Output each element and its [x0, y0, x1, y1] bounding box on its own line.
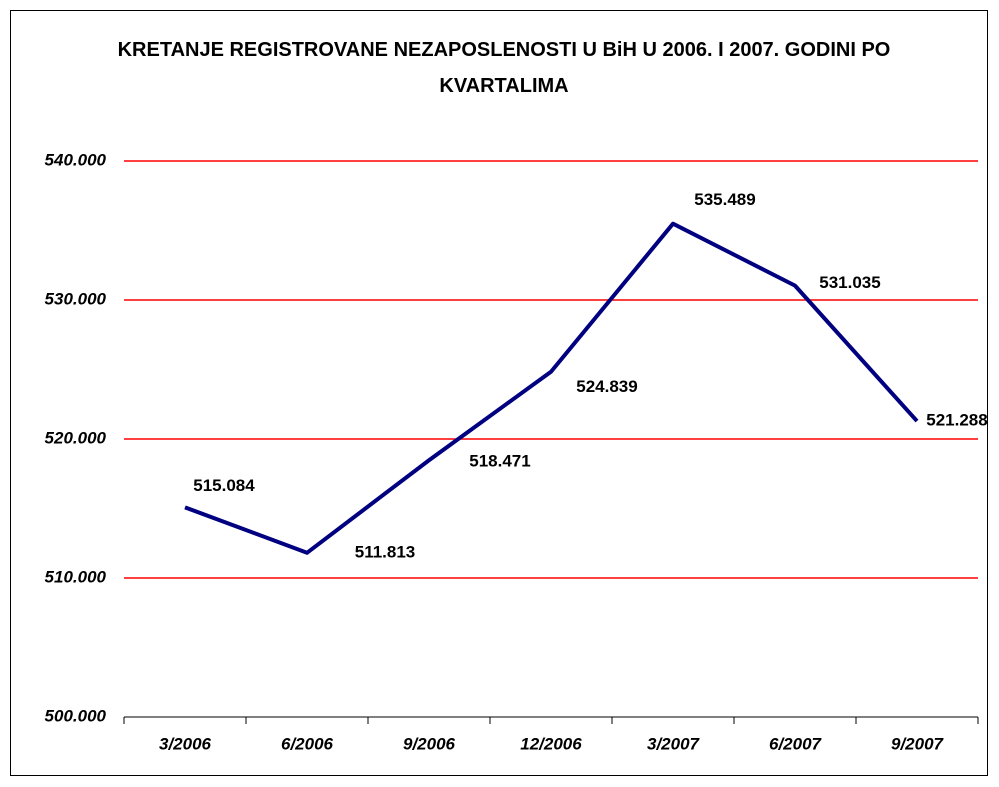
- data-label: 515.084: [193, 476, 255, 495]
- y-tick-label: 530.000: [45, 289, 107, 308]
- x-tick-label: 6/2007: [769, 734, 823, 753]
- data-label: 531.035: [819, 273, 880, 292]
- data-label: 535.489: [694, 190, 755, 209]
- y-tick-label: 520.000: [45, 428, 107, 447]
- data-label: 518.471: [469, 452, 530, 471]
- y-tick-label: 500.000: [45, 706, 107, 725]
- x-tick-label: 3/2007: [647, 734, 701, 753]
- x-tick-label: 9/2007: [891, 734, 945, 753]
- chart-title: KRETANJE REGISTROVANE NEZAPOSLENOSTI U B…: [117, 39, 891, 97]
- x-tick-label: 6/2006: [281, 734, 334, 753]
- data-label: 524.839: [576, 377, 637, 396]
- y-tick-label: 540.000: [45, 150, 107, 169]
- data-label: 521.288: [926, 411, 987, 430]
- data-line: [184, 221, 919, 555]
- data-label: 511.813: [355, 542, 416, 561]
- x-tick-label: 12/2006: [520, 734, 582, 753]
- x-tick-label: 3/2006: [159, 734, 212, 753]
- x-tick-label: 9/2006: [403, 734, 456, 753]
- chart-frame: [10, 10, 988, 776]
- y-tick-label: 510.000: [45, 567, 107, 586]
